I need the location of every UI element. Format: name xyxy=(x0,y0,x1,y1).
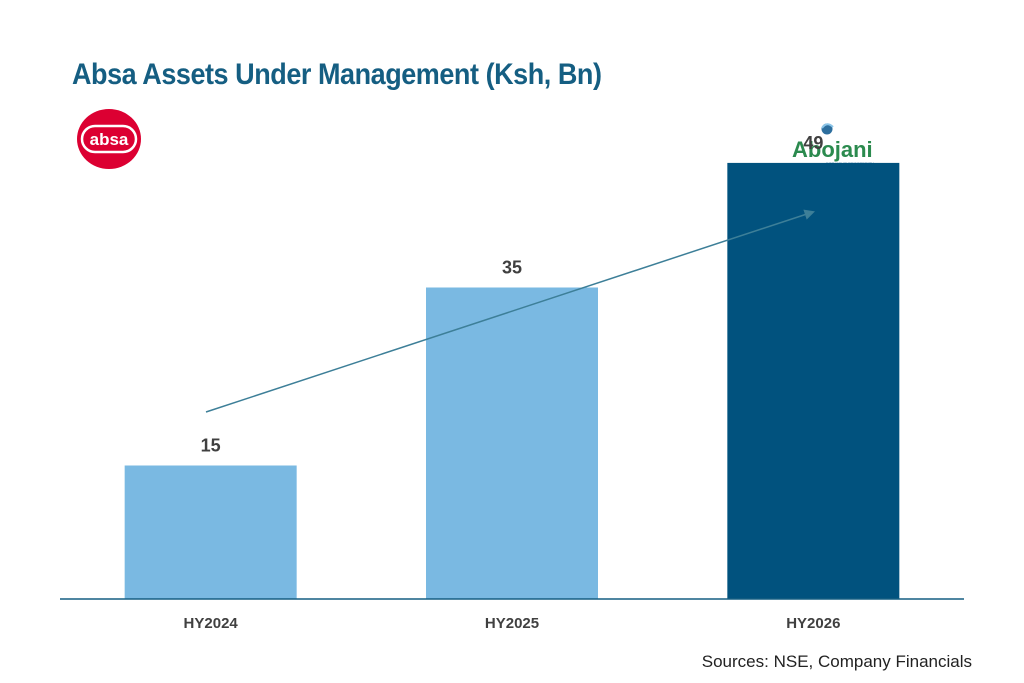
abojani-logo-text: Abojani xyxy=(792,137,873,162)
absa-logo-text: absa xyxy=(90,130,129,149)
bars-group: 15 HY2024 35 HY2025 49 HY2026 xyxy=(124,133,900,632)
x-tick-label-hy2026: HY2026 xyxy=(786,615,840,632)
bar-hy2025 xyxy=(426,287,598,599)
x-tick-label-hy2024: HY2024 xyxy=(184,615,239,632)
data-label-hy2024: 15 xyxy=(201,436,221,456)
absa-logo: absa xyxy=(77,109,141,169)
x-tick-label-hy2025: HY2025 xyxy=(485,615,539,632)
data-label-hy2025: 35 xyxy=(502,258,522,278)
source-note: Sources: NSE, Company Financials xyxy=(701,652,972,671)
chart-title: Absa Assets Under Management (Ksh, Bn) xyxy=(72,58,602,91)
bar-hy2026 xyxy=(727,162,900,599)
data-label-hy2026: 49 xyxy=(803,133,823,153)
bar-hy2024 xyxy=(124,465,297,599)
trend-arrow xyxy=(205,209,815,413)
